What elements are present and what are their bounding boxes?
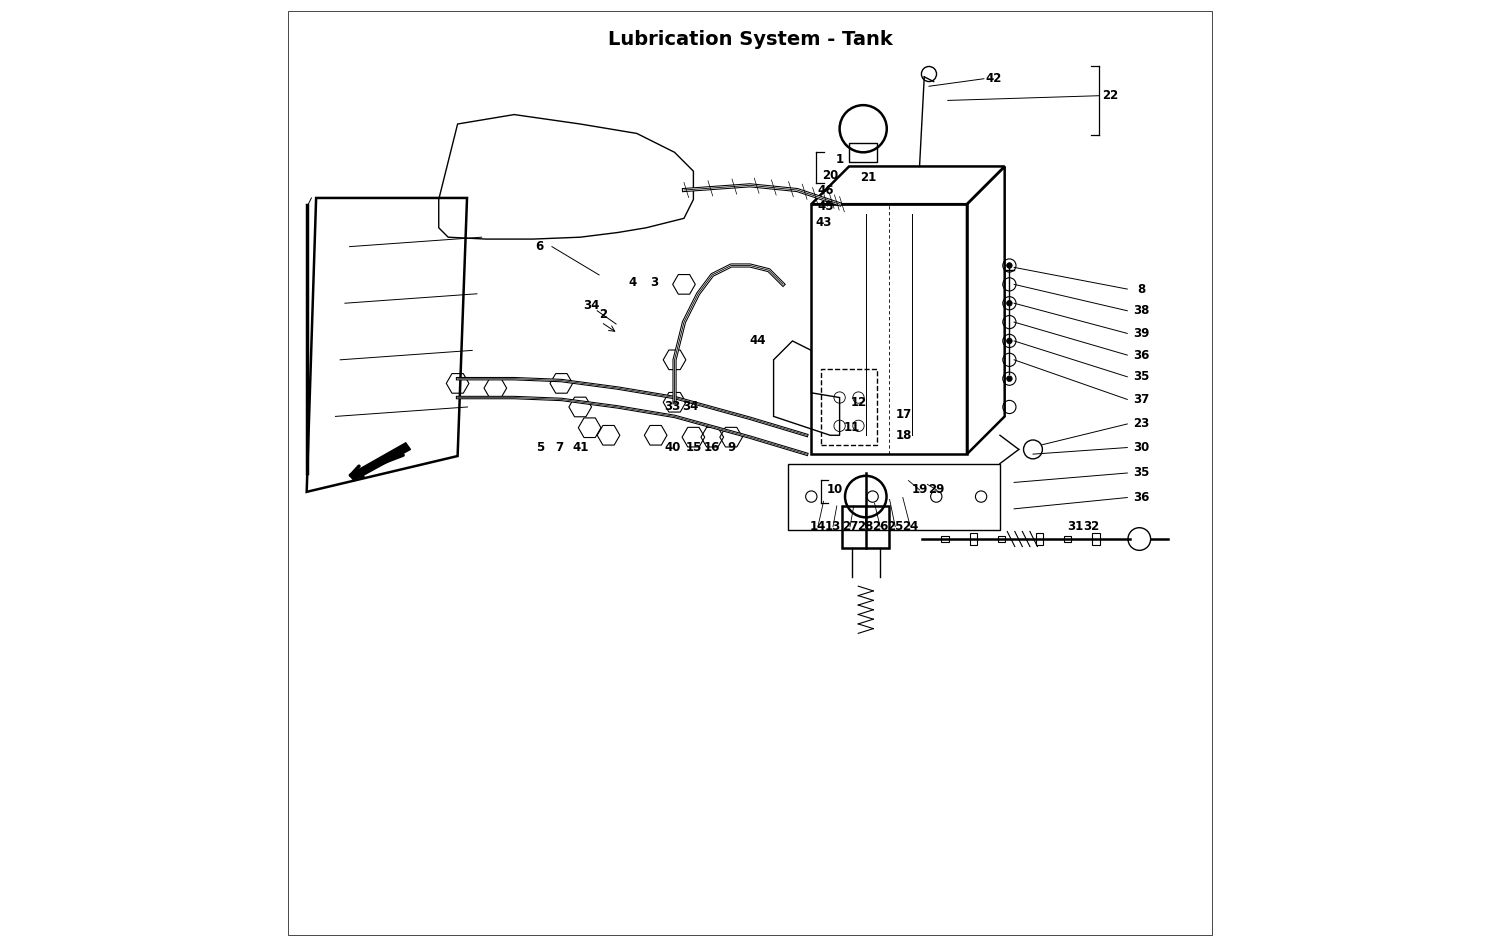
Text: 1: 1 bbox=[836, 153, 843, 166]
Text: 19: 19 bbox=[912, 483, 928, 497]
Text: 5: 5 bbox=[537, 441, 544, 454]
Text: 17: 17 bbox=[896, 408, 912, 421]
Text: 30: 30 bbox=[1134, 441, 1149, 454]
Text: 29: 29 bbox=[928, 483, 945, 497]
Bar bbox=[998, 535, 1005, 542]
Text: 6: 6 bbox=[536, 240, 544, 254]
Text: 23: 23 bbox=[1134, 417, 1149, 430]
Text: 35: 35 bbox=[1132, 466, 1149, 480]
Text: 37: 37 bbox=[1134, 393, 1149, 406]
Text: 34: 34 bbox=[682, 400, 699, 413]
Text: 21: 21 bbox=[859, 171, 876, 184]
Bar bbox=[940, 535, 950, 542]
Text: 26: 26 bbox=[871, 520, 888, 534]
Text: 7: 7 bbox=[555, 441, 564, 454]
Bar bbox=[969, 534, 976, 545]
Text: 4: 4 bbox=[628, 276, 636, 289]
Text: 35: 35 bbox=[1132, 370, 1149, 383]
Bar bbox=[1092, 534, 1100, 545]
Bar bbox=[788, 464, 1000, 530]
Text: 34: 34 bbox=[584, 299, 600, 311]
Text: 13: 13 bbox=[825, 520, 842, 534]
Text: 32: 32 bbox=[1083, 520, 1100, 534]
Text: 24: 24 bbox=[902, 520, 918, 534]
Text: 36: 36 bbox=[1132, 348, 1149, 361]
Text: 25: 25 bbox=[886, 520, 903, 534]
Text: 22: 22 bbox=[1102, 89, 1119, 102]
Bar bbox=[849, 143, 877, 162]
Circle shape bbox=[1007, 338, 1013, 343]
Text: 12: 12 bbox=[850, 395, 867, 409]
Text: 46: 46 bbox=[818, 184, 834, 197]
Text: 44: 44 bbox=[750, 335, 766, 347]
Text: 45: 45 bbox=[818, 200, 834, 213]
Bar bbox=[842, 506, 890, 549]
Text: 36: 36 bbox=[1132, 491, 1149, 504]
Text: 43: 43 bbox=[816, 216, 833, 229]
Bar bbox=[1064, 535, 1071, 542]
Text: 8: 8 bbox=[1137, 283, 1146, 295]
Bar bbox=[1035, 534, 1042, 545]
Text: 39: 39 bbox=[1132, 327, 1149, 340]
Circle shape bbox=[1007, 301, 1013, 307]
Text: 16: 16 bbox=[704, 441, 720, 454]
Text: 15: 15 bbox=[686, 441, 702, 454]
Text: 27: 27 bbox=[842, 520, 858, 534]
Text: 31: 31 bbox=[1068, 520, 1083, 534]
Bar bbox=[812, 204, 968, 454]
Text: 42: 42 bbox=[986, 72, 1002, 85]
Text: 18: 18 bbox=[896, 429, 912, 442]
Bar bbox=[821, 369, 878, 445]
Text: 40: 40 bbox=[664, 441, 681, 454]
Circle shape bbox=[1007, 263, 1013, 269]
Text: 9: 9 bbox=[728, 441, 735, 454]
Text: 38: 38 bbox=[1132, 305, 1149, 317]
Circle shape bbox=[1007, 376, 1013, 381]
Text: 20: 20 bbox=[822, 169, 839, 183]
Text: 41: 41 bbox=[572, 441, 588, 454]
Text: Lubrication System - Tank: Lubrication System - Tank bbox=[608, 29, 892, 48]
Text: 28: 28 bbox=[856, 520, 873, 534]
Text: 33: 33 bbox=[664, 400, 681, 413]
Text: 11: 11 bbox=[843, 421, 860, 434]
Text: 3: 3 bbox=[650, 276, 658, 289]
Text: 2: 2 bbox=[598, 308, 608, 321]
Text: 10: 10 bbox=[827, 483, 843, 497]
Text: 14: 14 bbox=[810, 520, 826, 534]
Polygon shape bbox=[350, 443, 411, 481]
